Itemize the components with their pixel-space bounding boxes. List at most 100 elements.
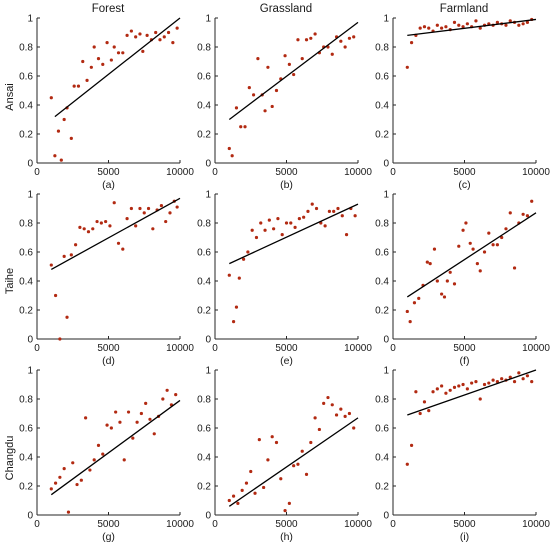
data-point [236, 501, 240, 505]
panel-label: (a) [102, 179, 115, 191]
data-point [313, 416, 317, 420]
data-point [175, 205, 179, 209]
data-point [92, 45, 96, 49]
trend-line [229, 203, 359, 265]
y-tick-label: 0 [27, 511, 33, 522]
x-tick-label: 0 [390, 343, 396, 354]
data-point [154, 30, 158, 35]
data-point [76, 84, 81, 88]
data-point [84, 416, 88, 420]
y-tick-label: 0 [27, 159, 33, 170]
data-point [166, 30, 171, 35]
panel-a: 0 0.2 0.4 0.6 0.8 1 0 5000 10000 (a) [19, 14, 194, 192]
data-point [444, 25, 448, 29]
x-tick-label: 0 [390, 167, 396, 178]
panel-label: (i) [460, 531, 469, 543]
panel-e: 0 0.2 0.4 0.6 0.8 1 0 5000 10000 (e) [197, 190, 372, 368]
trend-line [54, 17, 181, 118]
data-point [174, 393, 178, 397]
data-point [452, 282, 457, 286]
y-tick-label: 0 [383, 335, 389, 346]
data-point [249, 469, 253, 474]
data-point [517, 23, 521, 27]
data-point [292, 72, 296, 77]
y-tick-label: 0.2 [375, 306, 389, 317]
data-point [457, 384, 461, 388]
data-point [244, 481, 249, 485]
data-point [158, 38, 162, 42]
data-point [138, 32, 142, 36]
data-point [126, 410, 131, 414]
data-point [487, 381, 491, 385]
column-title-forest: Forest [92, 3, 125, 15]
panel-label: (f) [460, 355, 470, 367]
data-point [332, 209, 336, 213]
data-point [274, 88, 279, 93]
data-point [145, 33, 149, 38]
data-point [412, 301, 417, 305]
data-point [339, 407, 343, 411]
data-point [65, 315, 69, 319]
data-point [418, 411, 422, 416]
data-point [405, 309, 409, 314]
data-point [104, 219, 108, 224]
data-point [283, 509, 287, 513]
x-tick-label: 10000 [522, 519, 550, 530]
data-point [257, 438, 261, 442]
data-point [500, 377, 504, 381]
data-point [427, 409, 431, 413]
data-point [457, 244, 461, 248]
data-point [309, 440, 313, 445]
data-point [292, 464, 296, 468]
x-tick-label: 0 [34, 519, 40, 530]
data-point [262, 485, 266, 490]
data-point [435, 279, 439, 283]
y-tick-label: 0 [205, 159, 211, 170]
x-tick-label: 0 [34, 167, 40, 178]
data-point [344, 233, 349, 237]
data-point [86, 230, 91, 234]
data-point [313, 32, 317, 36]
data-point [296, 462, 300, 466]
data-point [230, 154, 234, 158]
data-point [405, 65, 409, 69]
y-tick-label: 0.2 [19, 130, 33, 141]
data-point [284, 221, 289, 225]
data-point [330, 403, 334, 407]
data-point [330, 52, 334, 56]
data-point [293, 225, 297, 229]
data-point [79, 478, 83, 482]
data-point [352, 426, 356, 430]
data-point [512, 266, 517, 270]
data-point [161, 397, 165, 401]
data-point [431, 390, 435, 394]
data-point [131, 436, 135, 440]
data-point [432, 247, 437, 251]
panel-i: 0 0.2 0.4 0.6 0.8 1 0 5000 10000 (i) [375, 366, 550, 544]
y-tick-label: 1 [27, 366, 33, 377]
data-point [322, 401, 326, 405]
x-tick-label: 0 [212, 167, 218, 178]
panel-label: (d) [102, 355, 115, 367]
data-point [487, 231, 491, 235]
data-point [152, 432, 156, 436]
panel-label: (e) [280, 355, 293, 367]
data-point [422, 25, 427, 29]
data-point [474, 380, 478, 384]
row-label-changdu: Changdu [4, 436, 16, 481]
data-point [252, 93, 256, 97]
y-tick-label: 0.4 [19, 277, 33, 288]
data-point [495, 380, 499, 384]
data-point [289, 221, 293, 225]
data-point [508, 19, 512, 23]
data-point [442, 295, 447, 299]
y-tick-label: 0.4 [19, 101, 33, 112]
data-point [168, 211, 172, 215]
data-point [304, 472, 309, 476]
row-label-ansai: Ansai [4, 83, 16, 111]
data-point [259, 221, 263, 225]
data-point [250, 228, 254, 232]
data-point [422, 400, 427, 404]
data-point [347, 36, 352, 40]
data-point [96, 443, 101, 447]
